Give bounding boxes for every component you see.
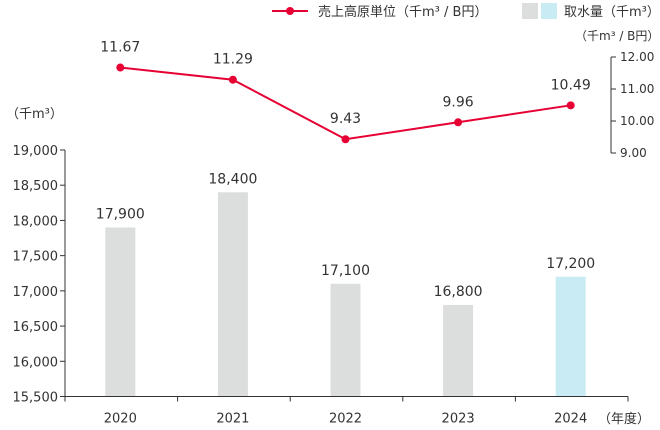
line-point [454, 118, 463, 127]
bar-value-label: 17,200 [546, 256, 595, 272]
right-axis-tick-label: 12.00 [620, 50, 654, 64]
x-axis-tick-label: 2022 [329, 412, 362, 427]
bar [555, 276, 586, 397]
line-value-label: 11.29 [213, 52, 253, 68]
legend-bar-label: 取水量（千m³） [564, 5, 660, 20]
legend-bar-swatch-gray [522, 3, 538, 19]
line-series: 11.67 11.29 9.43 9.96 10.49 [100, 40, 591, 144]
left-axis: 15,500 16,000 16,500 17,000 17,500 18,000 18,5… [13, 144, 66, 406]
x-axis-tick-label: 2023 [442, 412, 475, 427]
right-axis-tick-label: 10.00 [620, 114, 654, 128]
left-axis-tick-label: 16,500 [13, 320, 59, 335]
legend: 売上高原単位（千m³ / B円） 取水量（千m³） [272, 3, 660, 20]
x-axis-tick-label: 2021 [216, 412, 249, 427]
bar-series: 17,900 18,400 17,100 16,800 17,200 [96, 171, 595, 397]
line-value-label: 10.49 [551, 77, 591, 93]
left-axis-tick-label: 19,000 [13, 144, 59, 159]
bar-value-label: 16,800 [434, 284, 483, 300]
left-axis-tick-label: 16,000 [13, 355, 59, 370]
x-axis-unit-label: （年度） [598, 411, 650, 427]
line-path [120, 66, 571, 141]
bar [105, 227, 136, 397]
legend-bar-swatch-blue [541, 3, 557, 19]
bar-value-label: 18,400 [208, 171, 257, 187]
line-value-label: 9.96 [443, 94, 474, 110]
x-axis: 2020 2021 2022 2023 2024 [64, 396, 629, 427]
right-axis-unit-label: （千m³ / B円） [575, 29, 659, 43]
left-axis-tick-label: 18,000 [13, 214, 59, 229]
left-axis-tick-label: 17,500 [13, 250, 59, 265]
x-axis-tick-label: 2020 [104, 412, 137, 427]
bar-value-label: 17,900 [96, 206, 145, 222]
left-axis-tick-label: 17,000 [13, 285, 59, 300]
left-axis-tick-label: 15,500 [13, 391, 59, 406]
bar [443, 304, 474, 397]
right-axis-tick-label: 9.00 [620, 146, 647, 160]
line-point [566, 101, 575, 110]
legend-line-label: 売上高原単位（千m³ / B円） [318, 4, 487, 20]
line-point [341, 135, 350, 144]
line-point [116, 63, 125, 72]
line-value-label: 11.67 [100, 40, 140, 56]
right-axis-tick-label: 11.00 [620, 82, 654, 96]
bar [217, 192, 248, 397]
left-axis-unit-label: （千m³） [6, 107, 63, 122]
line-point [228, 75, 237, 84]
legend-line-marker [286, 7, 294, 15]
line-value-label: 9.43 [330, 111, 361, 127]
x-axis-tick-label: 2024 [554, 412, 587, 427]
left-axis-tick-label: 18,500 [13, 179, 59, 194]
right-axis: 9.00 10.00 11.00 12.00 [610, 50, 654, 160]
bar [330, 283, 361, 397]
bar-value-label: 17,100 [321, 263, 370, 279]
